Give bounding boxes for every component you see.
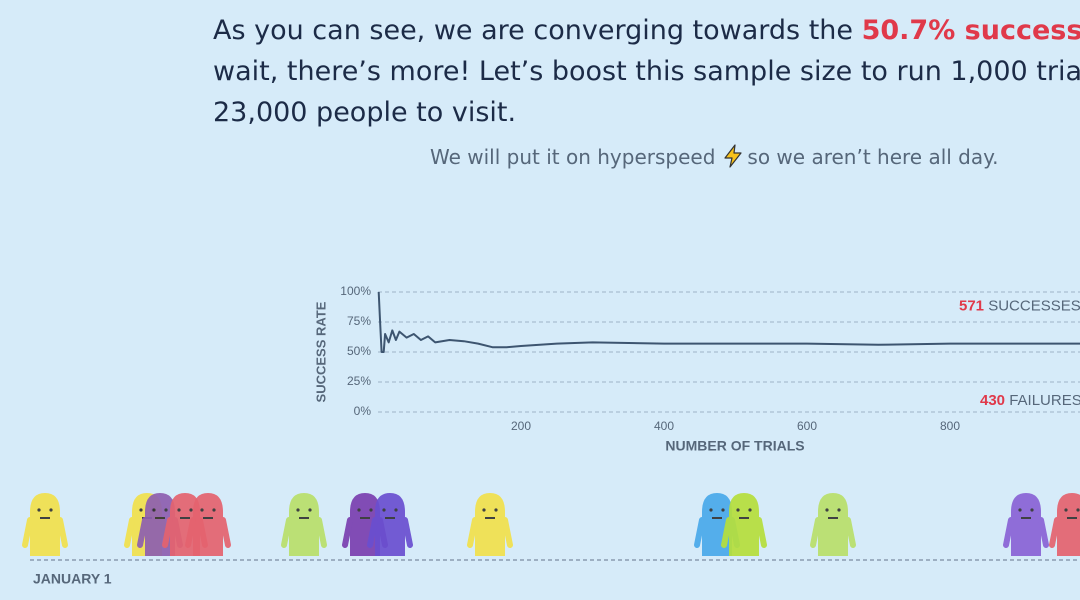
character-eye: [825, 508, 829, 512]
x-tick-label: 600: [797, 419, 817, 433]
text: We will put it on hyperspeed: [430, 145, 716, 169]
paragraph: As you can see, we are converging toward…: [213, 10, 1080, 133]
character-eye: [296, 508, 300, 512]
character-body: [375, 493, 405, 556]
character-eye: [721, 508, 725, 512]
y-tick-label: 100%: [340, 284, 371, 298]
y-axis-title: SUCCESS RATE: [313, 301, 328, 402]
character-eye: [494, 508, 498, 512]
character-arms: [185, 517, 231, 548]
character-eye: [1030, 508, 1034, 512]
annotation-label: FAILURES: [1009, 392, 1080, 409]
character-eye: [1018, 508, 1022, 512]
character-arms: [22, 517, 68, 548]
character-eye: [369, 508, 373, 512]
paragraph-line: As you can see, we are converging toward…: [213, 10, 1080, 51]
x-tick-label: 800: [940, 419, 960, 433]
character-body: [193, 493, 223, 556]
character-eye: [482, 508, 486, 512]
character: [467, 493, 513, 556]
highlight: 50.7% success rate: [861, 15, 1080, 46]
character-eye: [177, 508, 181, 512]
character-eye: [49, 508, 53, 512]
paragraph-line: 23,000 people to visit.: [213, 97, 517, 128]
y-tick-label: 25%: [347, 374, 371, 388]
character-eye: [308, 508, 312, 512]
character: [185, 493, 231, 556]
y-tick-label: 75%: [347, 314, 371, 328]
character-body: [170, 493, 200, 556]
character: [1003, 493, 1049, 556]
paragraph-line: wait, there’s more! Let’s boost this sam…: [213, 56, 1080, 87]
note: We will put it on hyperspeed so we aren’t…: [430, 144, 998, 169]
character-body: [1011, 493, 1041, 556]
character-eye: [1064, 508, 1068, 512]
text: As you can see, we are converging toward…: [213, 15, 862, 46]
character-body: [1057, 493, 1080, 556]
character: [1049, 493, 1080, 556]
y-tick-label: 50%: [347, 344, 371, 358]
character-eye: [709, 508, 713, 512]
character-arms: [467, 517, 513, 548]
character: [281, 493, 327, 556]
character-arms: [810, 517, 856, 548]
character-eye: [200, 508, 204, 512]
character-body: [818, 493, 848, 556]
character-eye: [382, 508, 386, 512]
timeline-label: JANUARY 1: [33, 571, 112, 587]
character-eye: [837, 508, 841, 512]
character-eye: [139, 508, 143, 512]
character-arms: [1003, 517, 1049, 548]
annotation: 571 SUCCESSES: [959, 297, 1080, 314]
character-arms: [281, 517, 327, 548]
character-body: [289, 493, 319, 556]
lightning-icon: [724, 144, 743, 168]
annotation-label: SUCCESSES: [988, 297, 1080, 314]
character-eye: [394, 508, 398, 512]
x-tick-label: 400: [654, 419, 674, 433]
character-eye: [37, 508, 41, 512]
character-eye: [748, 508, 752, 512]
annotation-count: 430: [980, 392, 1005, 409]
annotation-count: 571: [959, 297, 984, 314]
character-eye: [212, 508, 216, 512]
character-eye: [357, 508, 361, 512]
character: [367, 493, 413, 556]
character-eye: [1076, 508, 1080, 512]
character-arms: [1049, 517, 1060, 548]
character-body: [729, 493, 759, 556]
character-eye: [189, 508, 193, 512]
x-axis-title: NUMBER OF TRIALS: [665, 438, 804, 454]
line: [377, 291, 1080, 353]
character-body: [475, 493, 505, 556]
character: [810, 493, 856, 556]
text: so we aren’t here all day.: [747, 145, 999, 169]
y-tick-label: 0%: [354, 404, 372, 418]
x-tick-label: 200: [511, 419, 531, 433]
annotation: 430 FAILURES: [980, 392, 1080, 409]
character-arms: [721, 517, 767, 548]
character: [721, 493, 767, 556]
character-eye: [736, 508, 740, 512]
character-body: [30, 493, 60, 556]
character-eye: [164, 508, 168, 512]
character-eye: [152, 508, 156, 512]
character-arms: [367, 517, 413, 548]
character: [22, 493, 68, 556]
